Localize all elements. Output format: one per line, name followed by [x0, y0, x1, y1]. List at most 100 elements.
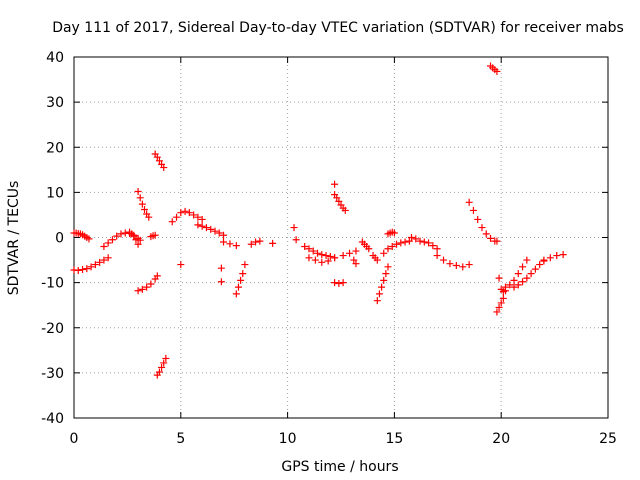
data-point: [162, 354, 170, 362]
y-tick-label: 20: [46, 140, 64, 156]
data-point: [465, 261, 473, 269]
data-point: [239, 270, 247, 278]
data-point: [559, 251, 567, 259]
data-point: [305, 254, 313, 262]
chart-title: Day 111 of 2017, Sidereal Day-to-day VTE…: [52, 20, 624, 36]
data-point: [155, 368, 163, 376]
series-s42: [540, 251, 567, 264]
series-s38: [493, 294, 507, 316]
data-point: [501, 283, 509, 291]
data-point: [506, 281, 514, 289]
data-point: [373, 297, 381, 305]
data-point: [378, 283, 386, 291]
data-point: [100, 256, 108, 264]
data-point: [493, 67, 501, 75]
data-point: [318, 258, 326, 266]
data-point: [305, 245, 313, 253]
data-point: [346, 249, 354, 257]
data-point: [217, 264, 225, 272]
series-s04: [126, 228, 142, 248]
data-point: [495, 303, 503, 311]
data-point: [553, 252, 561, 260]
series-s18: [269, 239, 277, 247]
data-point: [194, 213, 202, 221]
y-tick-label: 40: [46, 50, 64, 66]
x-tick-label: 10: [279, 431, 297, 447]
data-point: [198, 222, 206, 230]
data-point: [132, 236, 140, 244]
data-point: [429, 242, 437, 250]
series-s28: [358, 238, 373, 253]
data-point: [177, 209, 185, 217]
data-point: [143, 283, 151, 291]
series-s29: [369, 252, 381, 264]
data-point: [493, 308, 501, 316]
data-point: [155, 157, 163, 165]
data-point: [153, 153, 161, 161]
data-point: [220, 231, 228, 239]
data-point: [158, 363, 166, 371]
series-s39: [495, 274, 509, 296]
data-point: [523, 256, 531, 264]
data-point: [440, 256, 448, 264]
data-point: [140, 206, 148, 214]
data-point: [335, 280, 343, 288]
data-point: [390, 229, 398, 237]
x-tick-label: 25: [599, 431, 617, 447]
y-tick-label: 10: [46, 185, 64, 201]
data-point: [495, 274, 503, 282]
series-s37: [493, 237, 501, 245]
data-point: [194, 221, 202, 229]
data-point: [130, 232, 138, 240]
data-point: [493, 237, 501, 245]
data-point: [365, 245, 373, 253]
data-point: [207, 225, 215, 233]
data-point: [397, 239, 405, 247]
data-point: [373, 256, 381, 264]
data-point: [407, 234, 415, 241]
series-s09: [153, 354, 170, 379]
data-point: [134, 240, 142, 248]
data-point: [465, 198, 473, 206]
data-point: [523, 274, 531, 282]
series-s27: [350, 256, 360, 268]
data-point: [104, 254, 112, 262]
data-point: [91, 261, 99, 269]
data-point: [499, 294, 507, 302]
y-tick-label: 0: [55, 231, 64, 247]
data-point: [292, 236, 300, 244]
data-point: [190, 211, 198, 219]
data-point: [87, 263, 95, 271]
y-axis-label: SDTVAR / TECUs: [6, 181, 22, 296]
data-point: [331, 279, 339, 287]
data-point: [168, 218, 176, 226]
data-point: [527, 270, 535, 278]
y-tick-label: 30: [46, 95, 64, 111]
data-point: [546, 254, 554, 262]
data-point: [269, 239, 277, 247]
data-point: [519, 278, 527, 286]
series-s22: [305, 254, 339, 266]
data-point: [113, 232, 121, 240]
series-s16: [232, 261, 249, 298]
data-point: [226, 240, 234, 248]
data-point: [382, 270, 390, 278]
data-point: [331, 180, 339, 188]
series-s14: [217, 264, 225, 272]
data-point: [384, 245, 392, 253]
x-tick-label: 5: [176, 431, 185, 447]
series-s40: [501, 256, 531, 291]
data-point: [181, 207, 189, 215]
data-point: [536, 261, 544, 269]
series-s32: [384, 228, 398, 238]
data-point: [232, 290, 240, 298]
data-point: [324, 257, 332, 265]
data-point: [341, 206, 349, 214]
data-point: [510, 283, 518, 291]
series-s33: [407, 234, 441, 253]
data-point: [237, 276, 245, 284]
data-point: [514, 270, 522, 278]
series-s12: [194, 221, 228, 239]
series-s21: [301, 243, 339, 262]
